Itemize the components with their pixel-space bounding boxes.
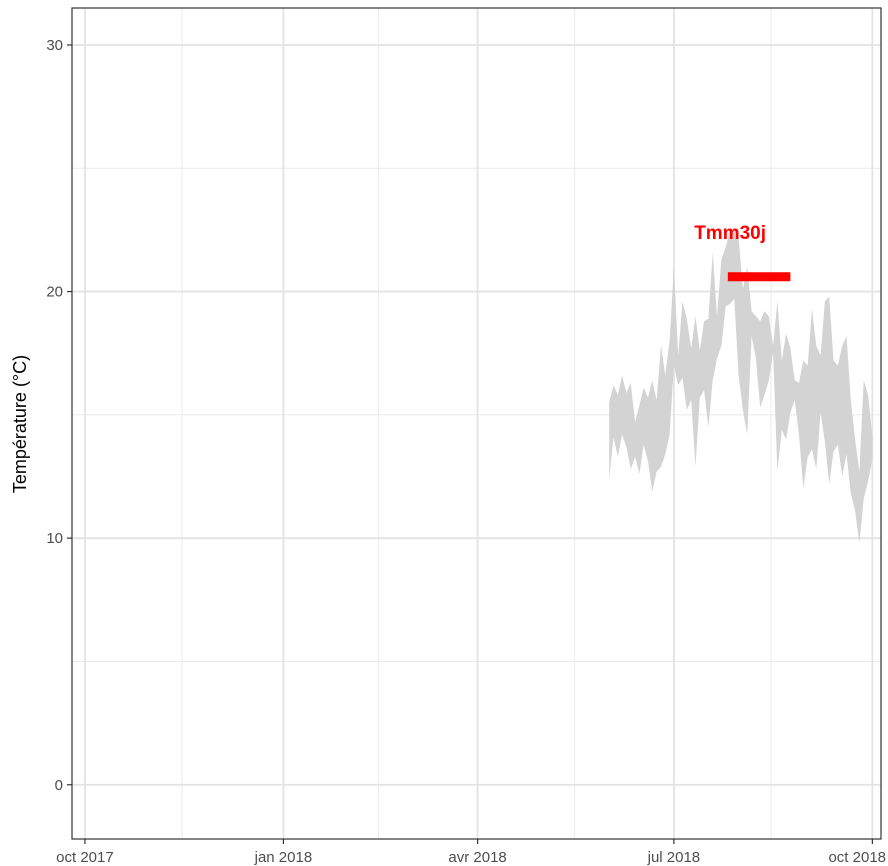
panel-border bbox=[71, 7, 882, 840]
x-tick-label: jan 2018 bbox=[254, 849, 313, 866]
tmm30j-label: Tmm30j bbox=[694, 223, 766, 244]
grid-minor bbox=[72, 8, 881, 839]
x-tick-label: avr 2018 bbox=[448, 849, 506, 866]
y-tick-label: 30 bbox=[46, 37, 63, 54]
annotation-layer: Tmm30j bbox=[694, 223, 791, 282]
temperature-range-ribbon bbox=[609, 227, 873, 544]
y-tick-label: 0 bbox=[55, 777, 63, 794]
x-tick-label: oct 2017 bbox=[56, 849, 114, 866]
y-tick-label: 10 bbox=[46, 530, 63, 547]
y-axis-title: Température (°C) bbox=[10, 355, 30, 493]
y-axis: 0 10 20 30 bbox=[46, 37, 72, 794]
y-tick-label: 20 bbox=[46, 284, 63, 301]
x-axis: oct 2017 jan 2018 avr 2018 jul 2018 oct 2018 bbox=[56, 839, 886, 866]
x-tick-label: oct 2018 bbox=[828, 849, 886, 866]
grid-major bbox=[72, 8, 881, 839]
panel-background bbox=[72, 8, 881, 839]
ribbon-layer bbox=[609, 227, 873, 544]
x-tick-label: jul 2018 bbox=[647, 849, 701, 866]
